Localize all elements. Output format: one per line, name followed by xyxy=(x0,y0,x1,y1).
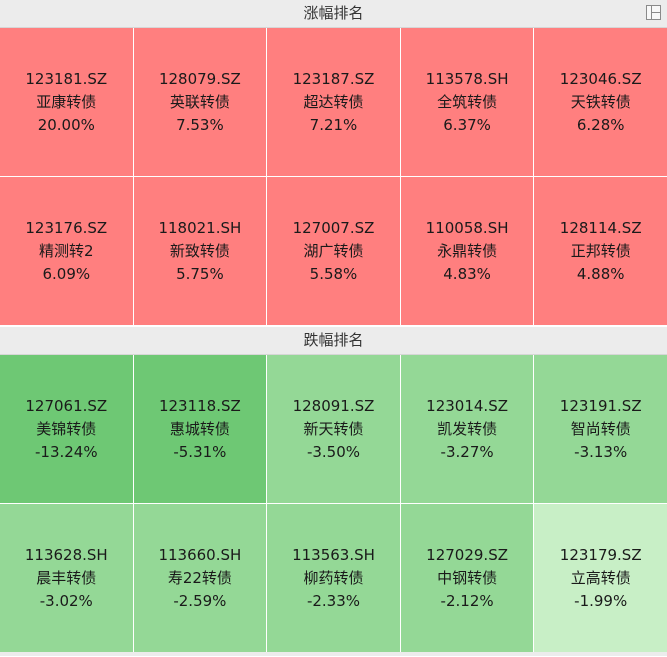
bond-code: 118021.SH xyxy=(158,218,242,237)
bond-code: 128114.SZ xyxy=(559,218,642,237)
bond-code: 123179.SZ xyxy=(559,545,642,564)
bond-change: -3.27% xyxy=(440,442,494,461)
bond-code: 127007.SZ xyxy=(292,218,375,237)
bond-name: 英联转债 xyxy=(169,92,230,111)
bond-code: 113578.SH xyxy=(425,69,509,88)
gainers-header: 涨幅排名 xyxy=(0,0,667,28)
bond-name: 凯发转债 xyxy=(437,419,498,438)
bond-change: 6.09% xyxy=(42,264,91,283)
bond-name: 立高转债 xyxy=(570,568,631,587)
bond-tile[interactable]: 113628.SH 晨丰转债 -3.02% xyxy=(0,504,133,652)
bond-code: 113563.SH xyxy=(292,545,375,564)
losers-title: 跌幅排名 xyxy=(303,331,364,349)
bond-change: -3.02% xyxy=(39,591,93,610)
bond-name: 柳药转债 xyxy=(303,568,364,587)
bond-tile[interactable]: 127061.SZ 美锦转债 -13.24% xyxy=(0,355,133,503)
bond-code: 123014.SZ xyxy=(426,396,508,415)
bond-tile[interactable]: 123181.SZ 亚康转债 20.00% xyxy=(0,28,133,176)
bond-change: -5.31% xyxy=(173,442,227,461)
bond-name: 精测转2 xyxy=(39,241,94,260)
layout-panel-icon[interactable] xyxy=(646,5,661,20)
bond-tile[interactable]: 128114.SZ 正邦转债 4.88% xyxy=(534,177,667,325)
bond-tile[interactable]: 113563.SH 柳药转债 -2.33% xyxy=(267,504,400,652)
bond-change: -2.33% xyxy=(306,591,361,610)
bond-tile[interactable]: 123179.SZ 立高转债 -1.99% xyxy=(534,504,667,652)
bond-code: 113628.SH xyxy=(24,545,108,564)
bond-change: -3.50% xyxy=(306,442,361,461)
bond-change: -3.13% xyxy=(574,442,628,461)
bond-name: 永鼎转债 xyxy=(437,241,498,260)
bond-tile[interactable]: 128079.SZ 英联转债 7.53% xyxy=(133,28,267,176)
bond-code: 113660.SH xyxy=(158,545,242,564)
section-divider xyxy=(0,325,667,327)
bond-name: 新天转债 xyxy=(303,419,364,438)
bond-code: 123181.SZ xyxy=(25,69,108,88)
bond-code: 128091.SZ xyxy=(292,396,375,415)
bond-name: 新致转债 xyxy=(169,241,230,260)
bond-tile[interactable]: 118021.SH 新致转债 5.75% xyxy=(133,177,267,325)
bond-name: 中钢转债 xyxy=(437,568,498,587)
bond-code: 123176.SZ xyxy=(25,218,108,237)
bond-change: 6.37% xyxy=(443,115,491,134)
bond-tile[interactable]: 113578.SH 全筑转债 6.37% xyxy=(400,28,534,176)
bond-change: 6.28% xyxy=(576,115,625,134)
bond-name: 全筑转债 xyxy=(437,92,498,111)
bond-tile[interactable]: 123118.SZ 惠城转债 -5.31% xyxy=(133,355,267,503)
bond-change: 4.83% xyxy=(443,264,491,283)
losers-header: 跌幅排名 xyxy=(0,327,667,355)
bond-name: 湖广转债 xyxy=(303,241,364,260)
bond-change: -2.59% xyxy=(173,591,227,610)
gainers-grid: 123181.SZ 亚康转债 20.00% 128079.SZ 英联转债 7.5… xyxy=(0,28,667,325)
bond-tile[interactable]: 123176.SZ 精测转2 6.09% xyxy=(0,177,133,325)
bond-name: 惠城转债 xyxy=(169,419,230,438)
bond-tile[interactable]: 123046.SZ 天铁转债 6.28% xyxy=(534,28,667,176)
bond-code: 128079.SZ xyxy=(158,69,241,88)
bond-tile[interactable]: 113660.SH 寿22转债 -2.59% xyxy=(133,504,267,652)
gainers-title: 涨幅排名 xyxy=(303,4,364,22)
bond-change: -13.24% xyxy=(34,442,98,461)
bond-change: 4.88% xyxy=(576,264,625,283)
bond-tile[interactable]: 128091.SZ 新天转债 -3.50% xyxy=(267,355,400,503)
bond-change: 5.75% xyxy=(176,264,224,283)
bond-code: 123118.SZ xyxy=(158,396,241,415)
bond-name: 寿22转债 xyxy=(167,568,232,587)
bond-name: 亚康转债 xyxy=(36,92,97,111)
bond-code: 127061.SZ xyxy=(25,396,108,415)
bond-tile[interactable]: 127007.SZ 湖广转债 5.58% xyxy=(267,177,400,325)
bond-tile[interactable]: 123187.SZ 超达转债 7.21% xyxy=(267,28,400,176)
bond-change: -2.12% xyxy=(440,591,494,610)
bottom-strip xyxy=(0,652,667,656)
bond-name: 天铁转债 xyxy=(570,92,631,111)
bond-name: 正邦转债 xyxy=(570,241,631,260)
bond-tile[interactable]: 110058.SH 永鼎转债 4.83% xyxy=(400,177,534,325)
bond-code: 123191.SZ xyxy=(559,396,642,415)
bond-change: 20.00% xyxy=(37,115,95,134)
bond-change: 7.21% xyxy=(309,115,358,134)
bond-tile[interactable]: 127029.SZ 中钢转债 -2.12% xyxy=(400,504,534,652)
bond-code: 110058.SH xyxy=(425,218,509,237)
bond-code: 123187.SZ xyxy=(292,69,375,88)
bond-change: 5.58% xyxy=(309,264,358,283)
losers-grid: 127061.SZ 美锦转债 -13.24% 123118.SZ 惠城转债 -5… xyxy=(0,355,667,652)
bond-change: 7.53% xyxy=(176,115,224,134)
bond-name: 美锦转债 xyxy=(36,419,97,438)
bond-name: 晨丰转债 xyxy=(36,568,97,587)
bond-change: -1.99% xyxy=(574,591,628,610)
bond-name: 超达转债 xyxy=(303,92,364,111)
bond-name: 智尚转债 xyxy=(570,419,631,438)
bond-tile[interactable]: 123014.SZ 凯发转债 -3.27% xyxy=(400,355,534,503)
bond-code: 123046.SZ xyxy=(559,69,642,88)
bond-tile[interactable]: 123191.SZ 智尚转债 -3.13% xyxy=(534,355,667,503)
bond-code: 127029.SZ xyxy=(426,545,508,564)
